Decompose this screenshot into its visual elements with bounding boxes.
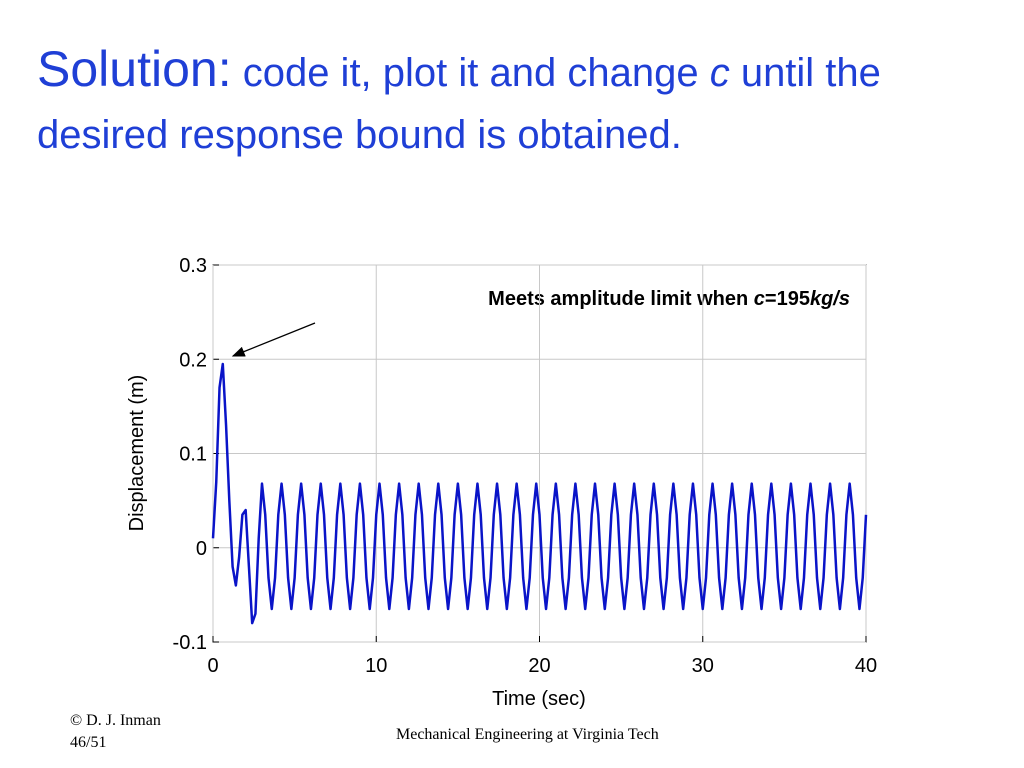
title-part: c xyxy=(709,51,730,95)
y-tick-label: 0.2 xyxy=(179,349,207,371)
footer-institution: Mechanical Engineering at Virginia Tech xyxy=(396,726,659,743)
annotation: Meets amplitude limit when c=195kg/s xyxy=(488,288,850,310)
slide-title: Solution: code it, plot it and change c … xyxy=(37,38,997,166)
y-axis-label: Displacement (m) xyxy=(126,375,148,532)
y-tick-label: -0.1 xyxy=(173,632,207,654)
x-tick-label: 0 xyxy=(207,655,218,677)
title-part: until the desired response bound is obta… xyxy=(37,51,881,157)
x-tick-label: 30 xyxy=(692,655,714,677)
title-part: code it, plot it and change xyxy=(231,51,710,95)
footer-page: 46/51 xyxy=(70,734,107,751)
x-tick-label: 20 xyxy=(528,655,550,677)
annotation-part: Meets amplitude limit when xyxy=(488,288,754,310)
title-part: Solution: xyxy=(37,41,232,97)
y-tick-label: 0.1 xyxy=(179,444,207,466)
y-tick-label: 0.3 xyxy=(179,255,207,277)
annotation-arrow xyxy=(231,322,316,357)
x-tick-label: 40 xyxy=(855,655,877,677)
annotation-part: =195 xyxy=(765,288,810,310)
y-tick-label: 0 xyxy=(196,538,207,560)
annotation-part: kg/s xyxy=(810,288,850,310)
x-tick-label: 10 xyxy=(365,655,387,677)
annotation-part: c xyxy=(754,288,765,310)
x-axis-label: Time (sec) xyxy=(492,688,586,710)
data-line xyxy=(211,362,868,625)
footer-author: © D. J. Inman xyxy=(70,712,161,729)
